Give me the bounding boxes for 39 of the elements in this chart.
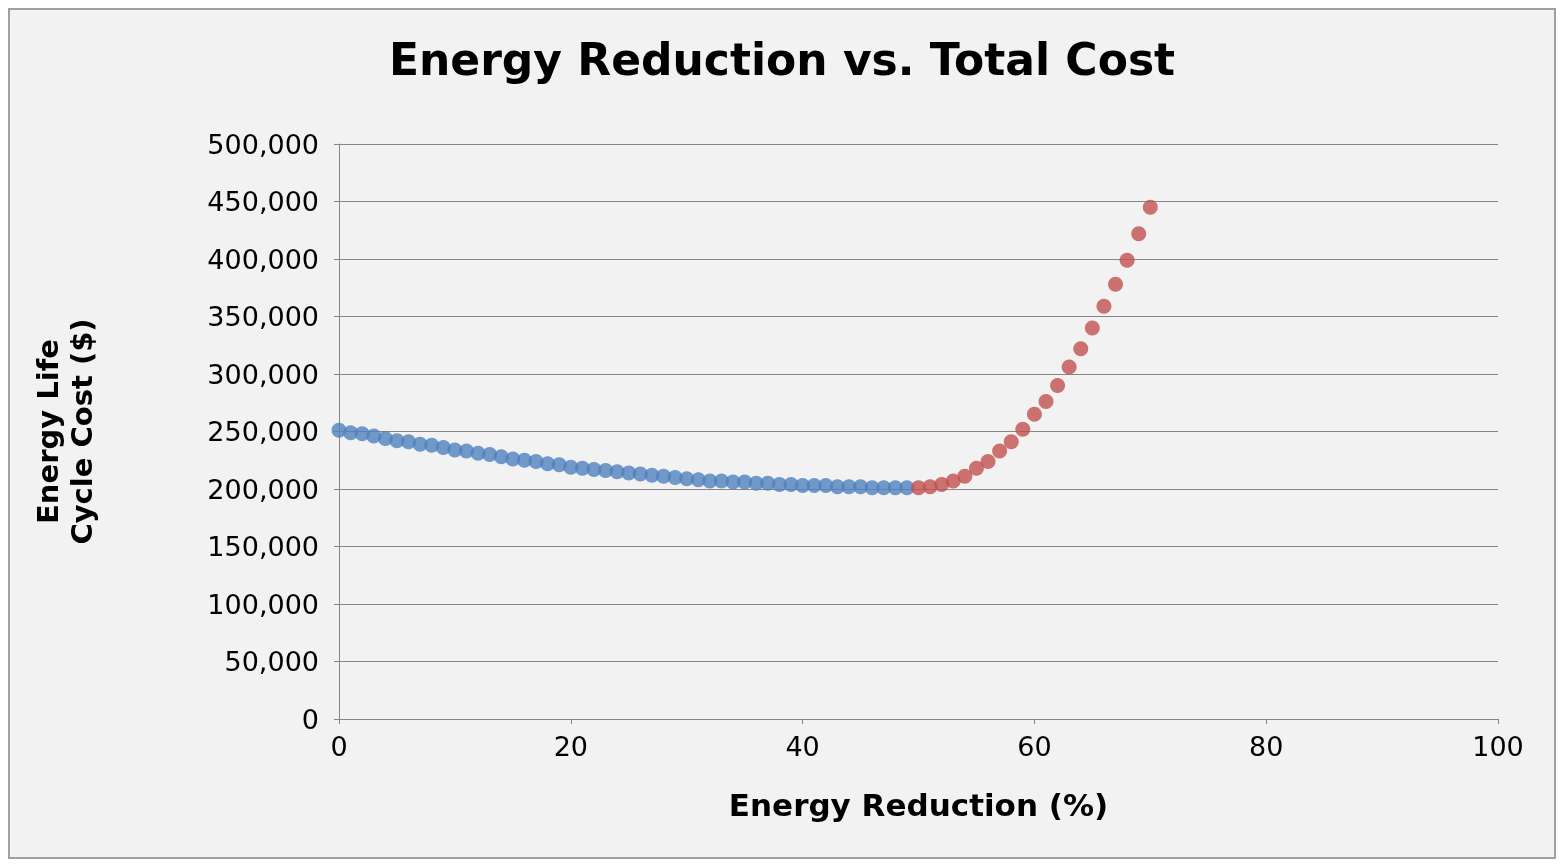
y-tick-label: 0 [301, 703, 319, 735]
y-tick-label: 300,000 [207, 358, 319, 390]
point [957, 468, 973, 484]
point [934, 476, 950, 492]
y-tick-label: 350,000 [207, 301, 319, 332]
x-tick-label: 100 [1472, 731, 1524, 762]
point [1108, 276, 1124, 292]
point [1142, 199, 1158, 215]
point [1038, 394, 1054, 410]
point [992, 443, 1008, 459]
y-tick-label: 50,000 [224, 646, 319, 677]
y-tick-label: 100,000 [207, 588, 319, 620]
point [945, 473, 961, 489]
point [968, 460, 984, 476]
x-tick-label: 40 [785, 731, 820, 762]
chart-title: Energy Reduction vs. Total Cost [388, 33, 1176, 85]
x-axis-title: Energy Reduction (%) [728, 786, 1109, 823]
point [1096, 298, 1112, 314]
y-tick-label: 400,000 [207, 243, 319, 275]
y-tick-label: 250,000 [207, 416, 319, 447]
x-tick-label: 0 [330, 731, 348, 762]
y-tick-label: 200,000 [207, 473, 319, 505]
y-tick-label: 450,000 [207, 186, 319, 217]
point [980, 453, 996, 469]
x-tick-label: 60 [1017, 731, 1052, 762]
point [1015, 421, 1031, 437]
point [1131, 226, 1147, 242]
point [1026, 406, 1042, 422]
point [1084, 320, 1100, 336]
point [1061, 359, 1077, 375]
y-tick-label: 150,000 [207, 531, 319, 562]
x-tick-label: 80 [1249, 731, 1284, 762]
point [1073, 341, 1089, 357]
y-axis-title: Energy Life Cycle Cost ($) [31, 318, 99, 545]
y-tick-label: 500,000 [207, 128, 319, 160]
point [1003, 434, 1019, 450]
point [1119, 252, 1135, 268]
point [1050, 378, 1066, 393]
x-tick-label: 20 [553, 731, 588, 762]
